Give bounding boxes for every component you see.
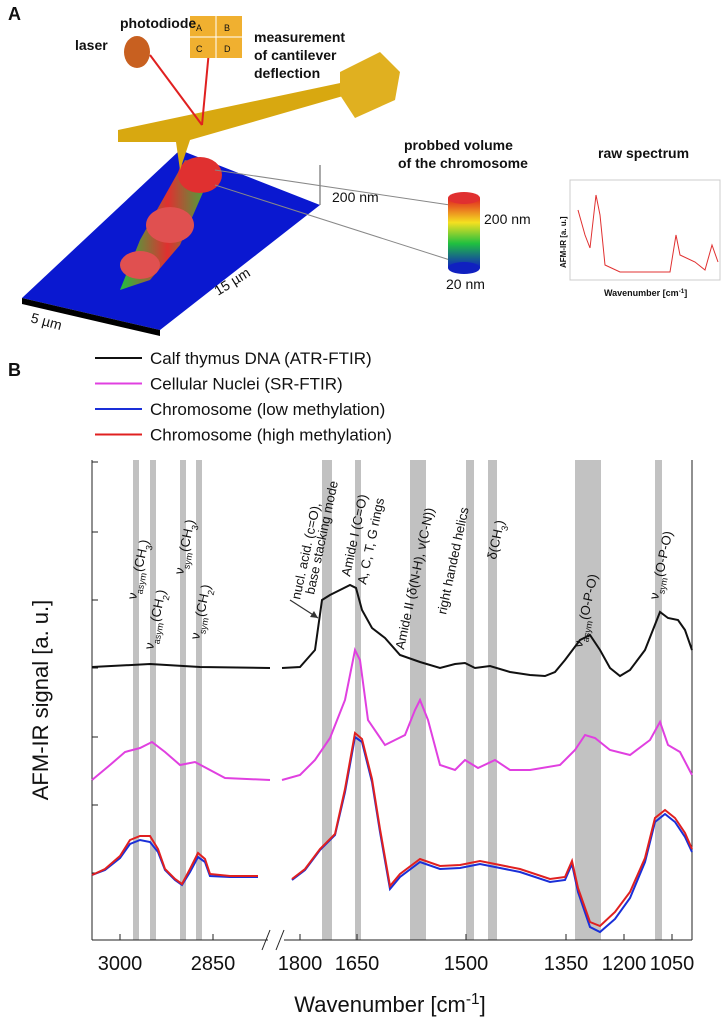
text-part: ) xyxy=(182,518,198,525)
text-part: Wavenumber [cm xyxy=(604,288,679,298)
label: 5 µm xyxy=(29,309,63,333)
text-part: ] xyxy=(684,288,687,298)
text-part: ν xyxy=(187,631,203,640)
annotation: νasym(CH2) xyxy=(141,588,172,651)
spectrum xyxy=(91,583,693,678)
label: measurement xyxy=(254,29,345,45)
label: raw spectrum xyxy=(598,145,689,161)
text-part: sym xyxy=(197,617,210,635)
x-axis-label: Wavenumber [cm-1] xyxy=(294,991,485,1018)
text-part: asym xyxy=(134,572,148,595)
quadrant: D xyxy=(224,44,231,54)
annotation: νsym(CH2) xyxy=(187,583,217,641)
x-tick-label: 2850 xyxy=(191,953,236,975)
text-part: ν xyxy=(141,641,157,650)
text-part: sym xyxy=(656,577,669,595)
legend-label: Calf thymus DNA (ATR-FTIR) xyxy=(150,349,372,368)
label: 200 nm xyxy=(332,189,379,205)
text-part: asym xyxy=(151,622,165,645)
x-tick-label: 3000 xyxy=(98,953,143,975)
x-tick-label: 1050 xyxy=(650,953,695,975)
text-part: Wavenumber [cm xyxy=(294,992,466,1017)
arrow-head xyxy=(310,611,318,618)
spectrum xyxy=(91,646,693,781)
annotation: νasym(CH3) xyxy=(124,538,155,601)
text-part: ν xyxy=(646,591,662,600)
spectra xyxy=(91,583,693,934)
x-tick-label: 1800 xyxy=(278,953,323,975)
text-part: ) xyxy=(198,583,214,590)
x-tick-label: 1650 xyxy=(335,953,380,975)
label: of cantilever xyxy=(254,47,337,63)
text-part: δ(CH xyxy=(484,528,505,561)
panel-label: A xyxy=(8,4,21,24)
text-part: ) xyxy=(153,588,169,595)
text-part: ν xyxy=(171,566,187,575)
text-part: 3 xyxy=(144,544,155,551)
spectrum xyxy=(91,731,693,928)
quadrant: A xyxy=(196,23,202,33)
legend: Calf thymus DNA (ATR-FTIR) Cellular Nucle… xyxy=(95,349,392,445)
text-part: -1 xyxy=(679,288,685,295)
label: 200 nm xyxy=(484,211,531,227)
text-part: (CH xyxy=(176,527,195,553)
label: AFM-IR [a. u.] xyxy=(559,216,568,268)
text-part: 2 xyxy=(206,589,217,596)
legend-label: Cellular Nuclei (SR-FTIR) xyxy=(150,375,343,394)
x-tick-label: 1200 xyxy=(602,953,647,975)
x-ticks: 3000 2850 1800 1650 1500 1350 1200 1050 xyxy=(98,953,695,975)
y-axis-label: AFM-IR signal [a. u.] xyxy=(28,600,53,801)
text-part: ) xyxy=(492,519,508,526)
label: 20 nm xyxy=(446,276,485,292)
afm-schematic xyxy=(22,16,721,336)
text-part: sym xyxy=(181,552,194,570)
bands xyxy=(133,460,662,940)
text-part: ν xyxy=(570,639,586,648)
panel-label: B xyxy=(8,360,21,380)
axes xyxy=(91,460,693,951)
quadrant: C xyxy=(196,44,203,54)
annotation: νsym(CH3) xyxy=(171,518,201,576)
text-part: 3 xyxy=(499,525,510,532)
legend-label: Chromosome (high methylation) xyxy=(150,426,392,445)
text-part: (O-P-O) xyxy=(651,530,675,578)
x-tick-label: 1350 xyxy=(544,953,589,975)
text-part: 2 xyxy=(161,594,172,601)
text-part: (CH xyxy=(130,547,149,573)
text-part: (CH xyxy=(192,592,211,618)
text-part: ] xyxy=(480,992,486,1017)
text-part: asym xyxy=(580,620,594,643)
label: photodiode xyxy=(120,15,196,31)
annotation: νsym(O-P-O) xyxy=(646,530,679,602)
text-part: 3 xyxy=(190,524,201,531)
legend-label: Chromosome (low methylation) xyxy=(150,400,385,419)
text-part: (CH xyxy=(147,597,166,623)
label: Wavenumber [cm-1] xyxy=(604,288,687,299)
text-part: ) xyxy=(136,538,152,545)
label: laser xyxy=(75,37,108,53)
label: deflection xyxy=(254,65,320,81)
x-tick-label: 1500 xyxy=(444,953,489,975)
label: of the chromosome xyxy=(398,155,528,171)
label: probbed volume xyxy=(404,137,513,153)
annotation: δ(CH3) xyxy=(484,519,511,562)
text-part: ν xyxy=(124,591,140,600)
text-part: -1 xyxy=(466,991,480,1008)
quadrant: B xyxy=(224,23,230,33)
